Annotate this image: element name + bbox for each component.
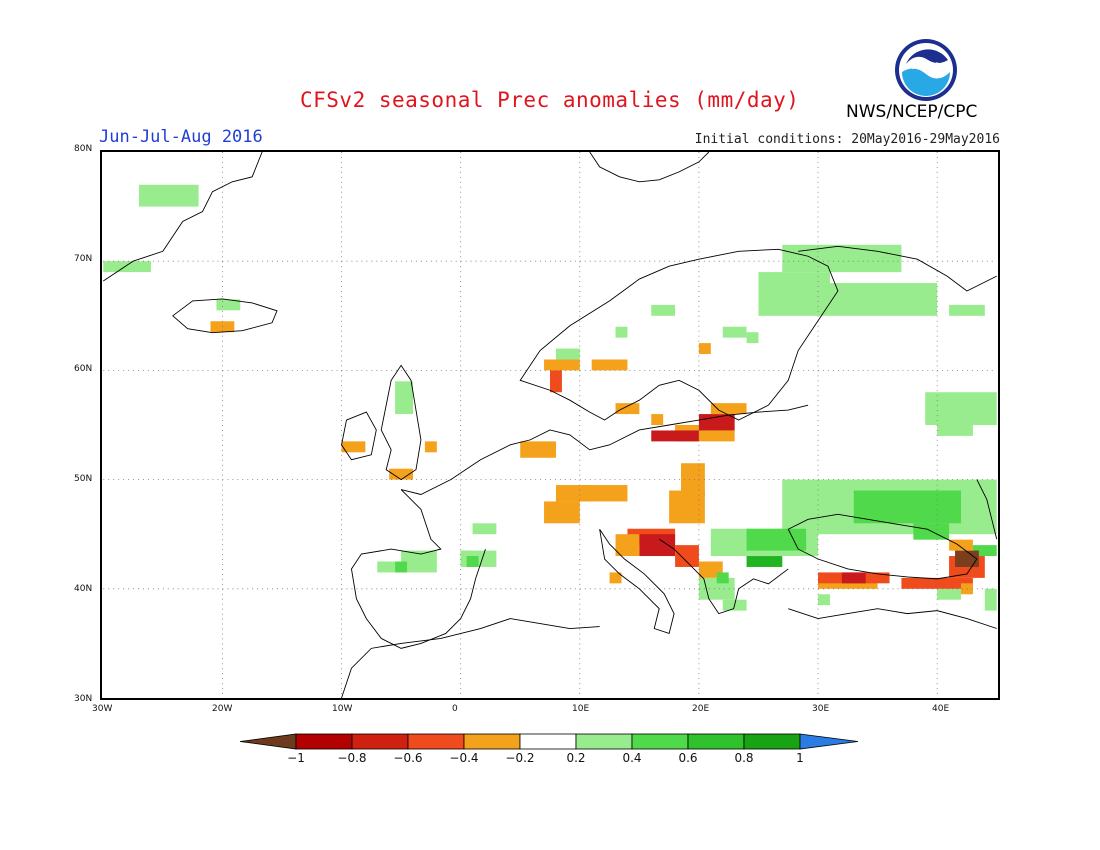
colorbar-swatch [687, 733, 745, 750]
anomaly-cell [579, 485, 628, 502]
anomaly-cell [722, 326, 747, 338]
colorbar-swatch [407, 733, 465, 750]
lon-tick-label: 10W [332, 704, 353, 714]
anomaly-cell [389, 468, 414, 480]
colorbar-swatch [295, 733, 353, 750]
anomaly-cell [710, 403, 747, 415]
lat-tick-label: 30N [74, 694, 93, 704]
anomaly-cell [401, 550, 437, 562]
colorbar-label: −1 [287, 751, 305, 765]
anomaly-cell [639, 534, 676, 557]
anomaly-cell [216, 299, 241, 311]
colorbar-swatch [519, 733, 577, 750]
anomaly-cell [972, 545, 997, 557]
lon-tick-label: 30W [92, 704, 113, 714]
colorbar-label: −0.8 [337, 751, 367, 765]
anomaly-cell [758, 272, 830, 316]
initial-conditions: Initial conditions: 20May2016-29May2016 [694, 132, 1000, 147]
anomaly-cell [615, 534, 640, 557]
forecast-period: Jun-Jul-Aug 2016 [99, 127, 263, 147]
anomaly-cell [520, 441, 556, 458]
anomaly-cell [901, 577, 973, 589]
anomaly-cell [716, 572, 729, 584]
anomaly-cell [466, 556, 479, 567]
lat-tick-label: 80N [74, 144, 93, 154]
graticule [103, 152, 997, 698]
anomaly-cell [949, 304, 985, 316]
anomaly-cell [341, 441, 366, 453]
anomaly-cell [818, 594, 830, 606]
lon-tick-label: 30E [812, 704, 830, 714]
lon-tick-label: 0 [452, 704, 458, 714]
colorbar-swatch [575, 733, 633, 750]
anomaly-cell [841, 572, 866, 584]
anomaly-cell [395, 561, 408, 573]
anomaly-cell [984, 588, 997, 611]
anomaly-cell [782, 244, 902, 273]
anomaly-cell [591, 359, 628, 371]
anomaly-cell [103, 261, 151, 273]
colorbar-swatch [463, 733, 521, 750]
colorbar-label: 0.2 [566, 751, 586, 765]
colorbar-label: −0.2 [505, 751, 535, 765]
anomaly-cell [829, 283, 938, 316]
anomaly-cell [544, 501, 580, 524]
agency-label: NWS/NCEP/CPC [846, 102, 978, 122]
colorbar-label: 0.6 [678, 751, 698, 765]
colorbar-label: −0.6 [393, 751, 423, 765]
colorbar-label: −0.4 [449, 751, 479, 765]
colorbar-swatch [743, 733, 801, 750]
lon-tick-label: 40E [932, 704, 950, 714]
anomaly-cell [424, 441, 437, 453]
anomaly-cell [675, 545, 699, 567]
colorbar-low-arrow [239, 733, 297, 750]
lat-tick-label: 50N [74, 474, 93, 484]
anomaly-cell [615, 326, 628, 338]
anomaly-cell [937, 588, 961, 600]
anomaly-cell [472, 523, 497, 535]
colorbar-swatch [631, 733, 689, 750]
anomaly-cell [550, 370, 562, 393]
anomaly-cell [937, 425, 973, 436]
anomaly-cell [955, 550, 979, 567]
colorbar-swatch [351, 733, 409, 750]
lon-tick-label: 10E [572, 704, 590, 714]
anomaly-cell [615, 403, 640, 415]
lon-tick-label: 20W [212, 704, 233, 714]
lat-tick-label: 60N [74, 364, 93, 374]
anomaly-cell [681, 463, 705, 496]
anomaly-cell [651, 430, 699, 442]
anomaly-cells [103, 184, 997, 611]
anomaly-map [100, 150, 1000, 700]
anomaly-cell [746, 556, 783, 567]
anomaly-cell [651, 414, 664, 425]
lat-tick-label: 40N [74, 584, 93, 594]
colorbar-label: 0.8 [734, 751, 754, 765]
noaa-logo: NOAA [895, 39, 957, 101]
logo-text: NOAA [912, 62, 941, 72]
anomaly-cell [925, 392, 997, 425]
anomaly-cell [651, 304, 676, 316]
lat-tick-label: 70N [74, 254, 93, 264]
colorbar-label: 1 [796, 751, 804, 765]
colorbar-label: 0.4 [622, 751, 642, 765]
anomaly-cell [669, 490, 705, 524]
anomaly-cell [949, 539, 973, 551]
anomaly-cell [698, 414, 735, 431]
chart-title: CFSv2 seasonal Prec anomalies (mm/day) [300, 88, 800, 112]
coastlines [103, 152, 998, 698]
anomaly-cell [395, 381, 414, 415]
lon-tick-label: 20E [692, 704, 710, 714]
anomaly-cell [746, 332, 759, 344]
anomaly-cell [698, 343, 711, 355]
anomaly-cell [555, 348, 580, 360]
anomaly-cell [139, 184, 199, 207]
colorbar-high-arrow [799, 733, 859, 750]
anomaly-cell [609, 572, 622, 584]
anomaly-cell [853, 490, 961, 524]
anomaly-cell [698, 430, 735, 442]
anomaly-cell [544, 359, 580, 371]
